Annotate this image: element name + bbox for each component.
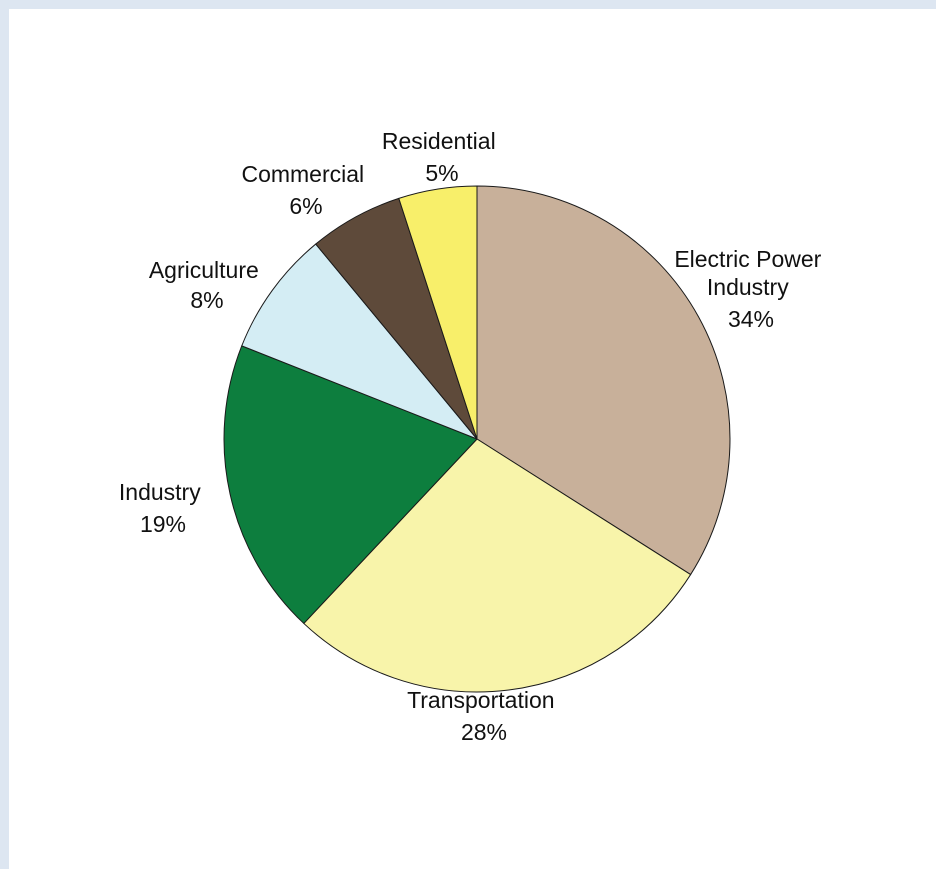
- slice-label-commercial: Commercial 6%: [241, 161, 370, 219]
- slice-label-residential: Residential 5%: [382, 128, 502, 186]
- pie-slice-industry: [223, 345, 478, 624]
- pie-slice-agriculture: [241, 243, 478, 440]
- pie-slice-transportation: [303, 438, 692, 693]
- pie-slice-residential: [398, 185, 478, 440]
- slice-label-industry: Industry 19%: [119, 479, 207, 537]
- slice-label-agriculture: Agriculture 8%: [149, 257, 265, 313]
- pie-slices: [223, 185, 731, 693]
- slice-label-transportation: Transportation 28%: [407, 687, 561, 745]
- slice-label-electric-power: Electric Power Industry 34%: [674, 246, 827, 332]
- pie-labels: Electric Power Industry 34% Transportati…: [119, 128, 827, 745]
- pie-slice-electric-power: [476, 185, 731, 576]
